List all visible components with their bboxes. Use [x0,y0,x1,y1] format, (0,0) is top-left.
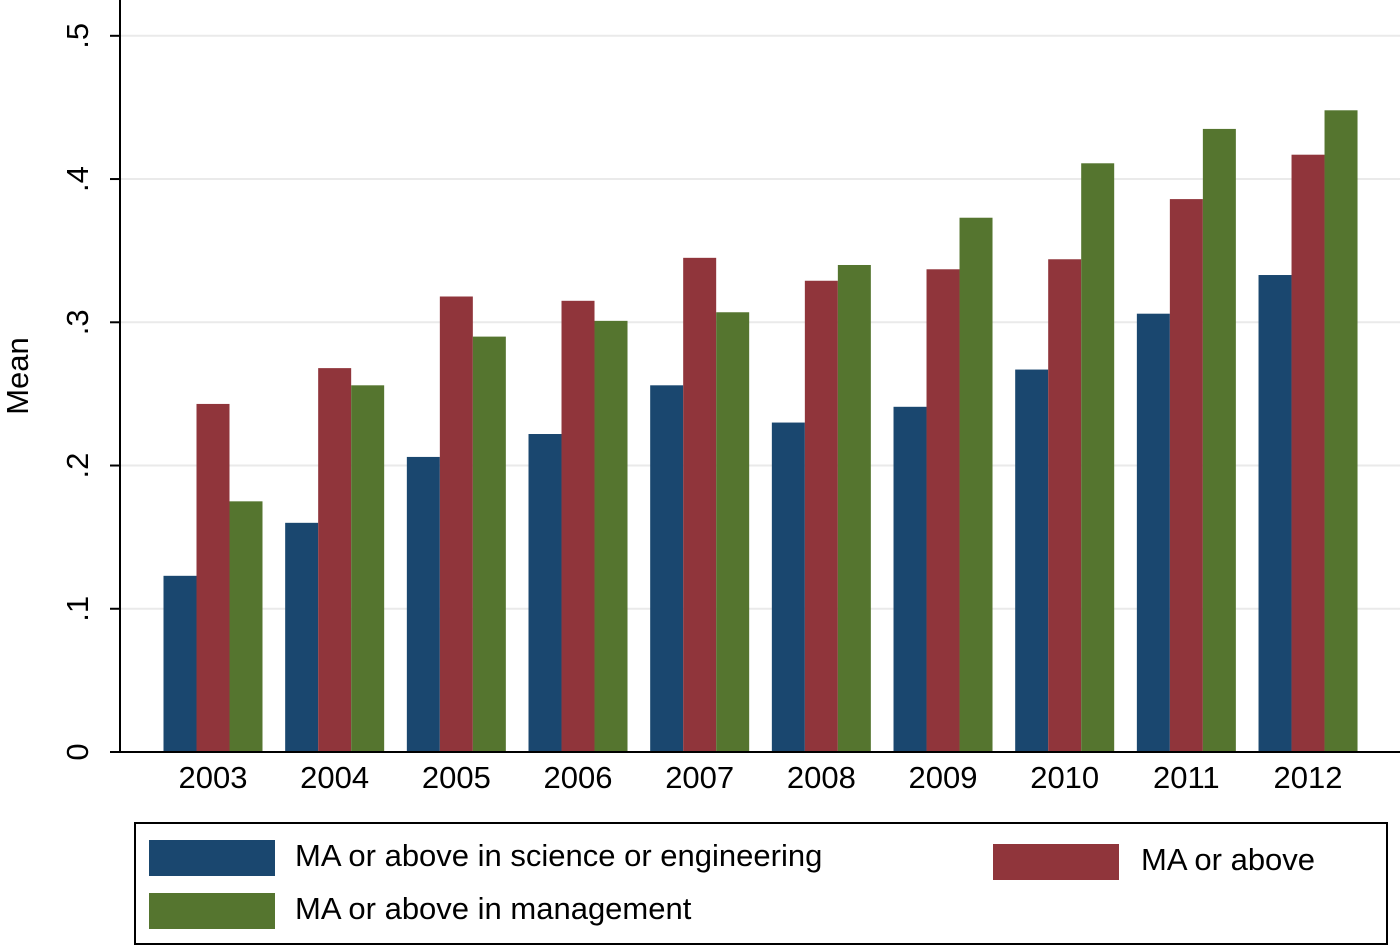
y-tick-label: .1 [60,596,95,622]
x-tick-label: 2012 [1274,760,1343,795]
bar [959,217,993,752]
bar [561,300,595,752]
legend-box [134,822,1388,945]
bar [351,385,385,752]
bar [804,280,838,752]
x-tick-label: 2004 [300,760,369,795]
y-tick-label: .4 [60,166,95,192]
x-tick-label: 2009 [909,760,978,795]
x-tick-label: 2011 [1153,760,1220,795]
bar [1291,154,1325,752]
bar [650,385,684,752]
bar [528,434,562,752]
bar [439,296,473,752]
bar [196,403,230,752]
bar [1258,275,1292,752]
bar [594,320,628,752]
bar [926,269,960,752]
bar [406,456,440,752]
bar [1015,369,1049,752]
bar [1202,128,1236,752]
y-tick-label: 0 [60,743,95,760]
bar [163,575,197,752]
legend-swatch [149,893,275,929]
bar [285,522,319,752]
bar [1169,199,1203,752]
x-tick-label: 2007 [665,760,734,795]
bar [1048,259,1082,752]
legend-label: MA or above [1141,842,1315,877]
y-tick-label: .3 [60,309,95,335]
legend-label: MA or above in science or engineering [295,838,822,873]
x-tick-label: 2006 [544,760,613,795]
x-tick-label: 2005 [422,760,491,795]
y-tick-label: .5 [60,23,95,49]
bar [472,336,506,752]
bar [1324,110,1358,752]
bar [318,368,352,752]
bar [229,501,263,752]
y-tick-label: .2 [60,453,95,479]
bar [1081,163,1115,752]
legend-swatch [149,840,275,876]
bar [1136,313,1170,752]
x-tick-label: 2008 [787,760,856,795]
bar [893,406,927,752]
x-tick-label: 2010 [1030,760,1099,795]
y-axis-label: Mean [0,337,35,415]
bar [837,264,871,752]
x-tick-label: 2003 [179,760,248,795]
bar [683,257,717,752]
bar [771,422,805,752]
legend-label: MA or above in management [295,891,692,926]
bar [716,312,750,752]
legend-swatch [993,844,1119,880]
